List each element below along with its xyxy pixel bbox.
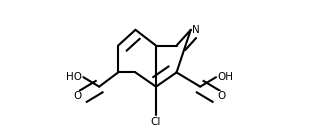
Text: N: N xyxy=(192,25,200,35)
Text: OH: OH xyxy=(217,72,234,82)
Text: HO: HO xyxy=(66,72,82,82)
Text: O: O xyxy=(74,91,82,101)
Text: Cl: Cl xyxy=(151,117,161,127)
Text: O: O xyxy=(217,91,226,101)
